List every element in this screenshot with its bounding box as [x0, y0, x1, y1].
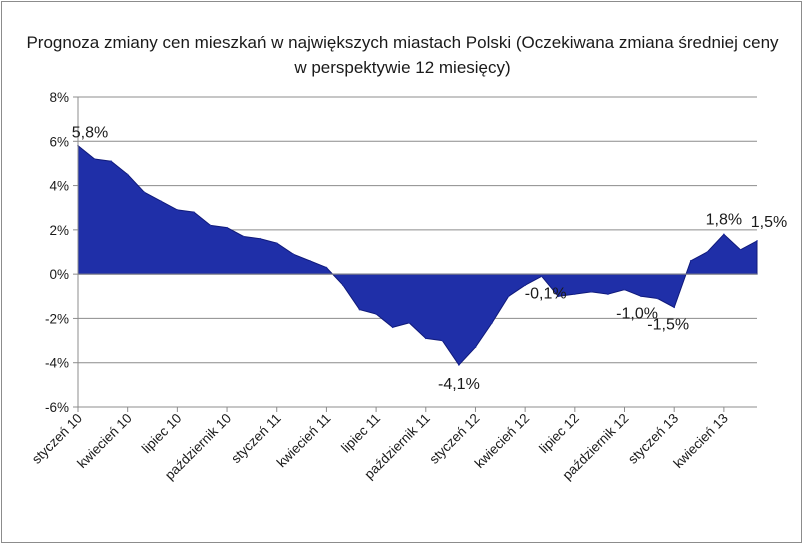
data-label: -0,1% [525, 285, 567, 302]
data-point [408, 322, 411, 324]
data-point [689, 260, 692, 262]
data-point [259, 237, 261, 240]
x-tick-label: lipiec 10 [139, 411, 185, 457]
x-tick-label: lipiec 11 [338, 411, 383, 456]
data-point [590, 291, 593, 293]
y-tick-label: -2% [45, 311, 69, 326]
chart-title: Prognoza zmiany cen mieszkań w największ… [26, 33, 779, 77]
data-label: -1,0% [616, 305, 658, 322]
data-point [242, 235, 245, 238]
data-point [706, 251, 709, 253]
y-tick-label: -6% [45, 400, 69, 415]
data-label: -4,1% [438, 376, 480, 393]
data-label: 1,5% [751, 214, 787, 231]
data-labels: 5,8% -4,1% -0,1% -1,0%-1,5% 1,8% 1,5% [72, 125, 787, 393]
data-point [656, 297, 659, 300]
axes [77, 97, 757, 407]
data-point [143, 191, 146, 194]
data-point [623, 288, 626, 291]
data-point [375, 313, 377, 315]
data-point [126, 173, 129, 176]
data-point [557, 295, 560, 298]
data-point [574, 293, 576, 295]
data-point [458, 364, 460, 366]
data-point [325, 266, 328, 269]
data-point [723, 233, 725, 236]
x-tick-label: lipiec 12 [536, 411, 582, 457]
data-point [391, 326, 394, 329]
data-point [424, 337, 427, 340]
data-point [540, 275, 543, 278]
data-point [524, 284, 526, 287]
data-point [491, 322, 493, 324]
y-tick-label: 4% [49, 179, 69, 194]
data-point [176, 209, 179, 211]
data-point [110, 160, 112, 163]
data-point [209, 224, 212, 227]
data-point [193, 211, 195, 213]
data-point [673, 306, 675, 309]
y-tick-label: 2% [49, 223, 69, 238]
data-label: -1,5% [647, 316, 689, 333]
y-tick-label: 0% [49, 267, 69, 282]
data-point [275, 242, 278, 244]
data-point [226, 226, 228, 229]
data-point [756, 240, 758, 242]
data-point [739, 248, 742, 251]
data-point [474, 346, 477, 349]
x-tick-label: kwiecień 11 [274, 411, 334, 471]
data-label: 5,8% [72, 125, 108, 142]
data-point [93, 158, 96, 160]
y-tick-label: -4% [45, 356, 69, 371]
area-series [77, 144, 758, 366]
y-axis-ticks: -6% -4% -2% 0% 2% 4% 6% 8% [45, 90, 78, 415]
data-point [342, 284, 344, 287]
data-point [358, 308, 361, 311]
data-point [292, 253, 295, 256]
data-point [309, 260, 311, 262]
data-point [607, 293, 609, 295]
data-point [507, 295, 510, 298]
data-label: 1,8% [706, 211, 742, 228]
data-point [160, 200, 162, 202]
data-point [640, 295, 642, 298]
y-tick-label: 8% [49, 90, 69, 105]
data-point [441, 339, 444, 342]
y-tick-label: 6% [49, 134, 69, 149]
